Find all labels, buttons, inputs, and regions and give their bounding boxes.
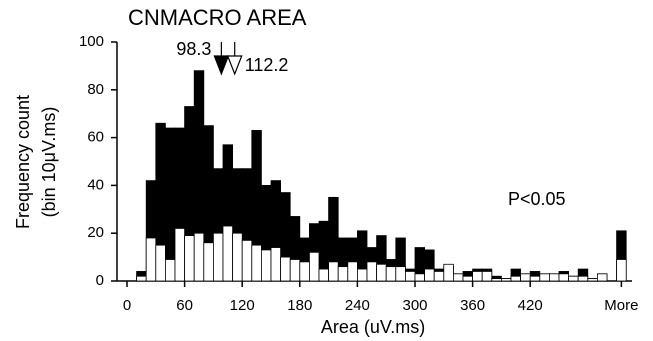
bar [539,273,550,282]
bar [549,273,560,282]
bar [587,278,598,282]
mean-arrow [213,55,230,76]
bar [385,266,397,282]
x-tick-label: 420 [518,297,543,314]
bar [481,271,493,282]
bar [443,263,454,282]
bar [491,278,502,282]
bar [472,271,483,282]
bar [318,268,330,282]
mean-label: 112.2 [245,55,289,75]
x-tick-label: 360 [460,297,485,314]
y-tick-label: 100 [79,33,104,50]
bar [280,256,291,282]
bar [289,259,301,282]
bar [222,225,234,282]
bar [164,127,176,282]
x-tick-label: More [604,297,638,314]
bar [356,268,368,282]
bar [299,261,310,282]
mean-arrow [226,55,243,76]
bar [164,259,176,282]
bar [500,278,512,282]
x-tick-label: 300 [402,297,427,314]
bar [184,235,195,282]
bar [577,275,589,282]
bar [337,266,349,282]
bar [232,232,243,282]
bar [270,247,282,282]
y-axis-label: (bin 10μV.ms) [39,107,59,218]
bar [136,275,147,282]
y-axis-label: Frequency count [13,95,33,229]
bar [203,242,214,282]
y-tick-label: 80 [87,81,104,98]
y-tick-label: 0 [96,272,104,289]
x-tick-label: 240 [345,297,370,314]
x-tick-label: 120 [230,297,255,314]
x-tick-label: 60 [176,297,193,314]
x-tick-label: 180 [287,297,312,314]
bar [347,261,358,282]
bar [376,263,387,282]
bar [597,273,608,282]
bar [452,273,464,282]
bar [414,273,426,282]
y-tick-label: 40 [87,176,104,193]
bar [510,275,521,282]
bar [404,271,416,282]
bar [462,275,473,282]
bar [558,273,570,282]
bar [529,275,541,282]
mean-label: 98.3 [176,39,211,59]
bar [251,244,262,282]
annotation: P<0.05 [508,189,566,209]
bar [174,228,186,282]
x-axis-label: Area (uV.ms) [321,317,425,337]
bar [241,239,253,282]
bar [395,266,406,282]
bar [328,261,339,282]
bar [366,261,378,282]
bar [520,273,531,282]
x-tick-label: 0 [123,297,131,314]
bar [155,244,166,282]
chart-title: CNMACRO AREA [128,5,307,30]
y-tick-label: 60 [87,129,104,146]
bar [308,251,320,282]
bar [616,259,627,282]
bar [212,232,224,282]
bar [193,232,205,282]
bar [568,275,579,282]
y-tick-label: 20 [87,224,104,241]
bar [424,268,435,282]
bar [433,271,445,282]
bar [260,249,272,282]
bar [145,237,157,282]
